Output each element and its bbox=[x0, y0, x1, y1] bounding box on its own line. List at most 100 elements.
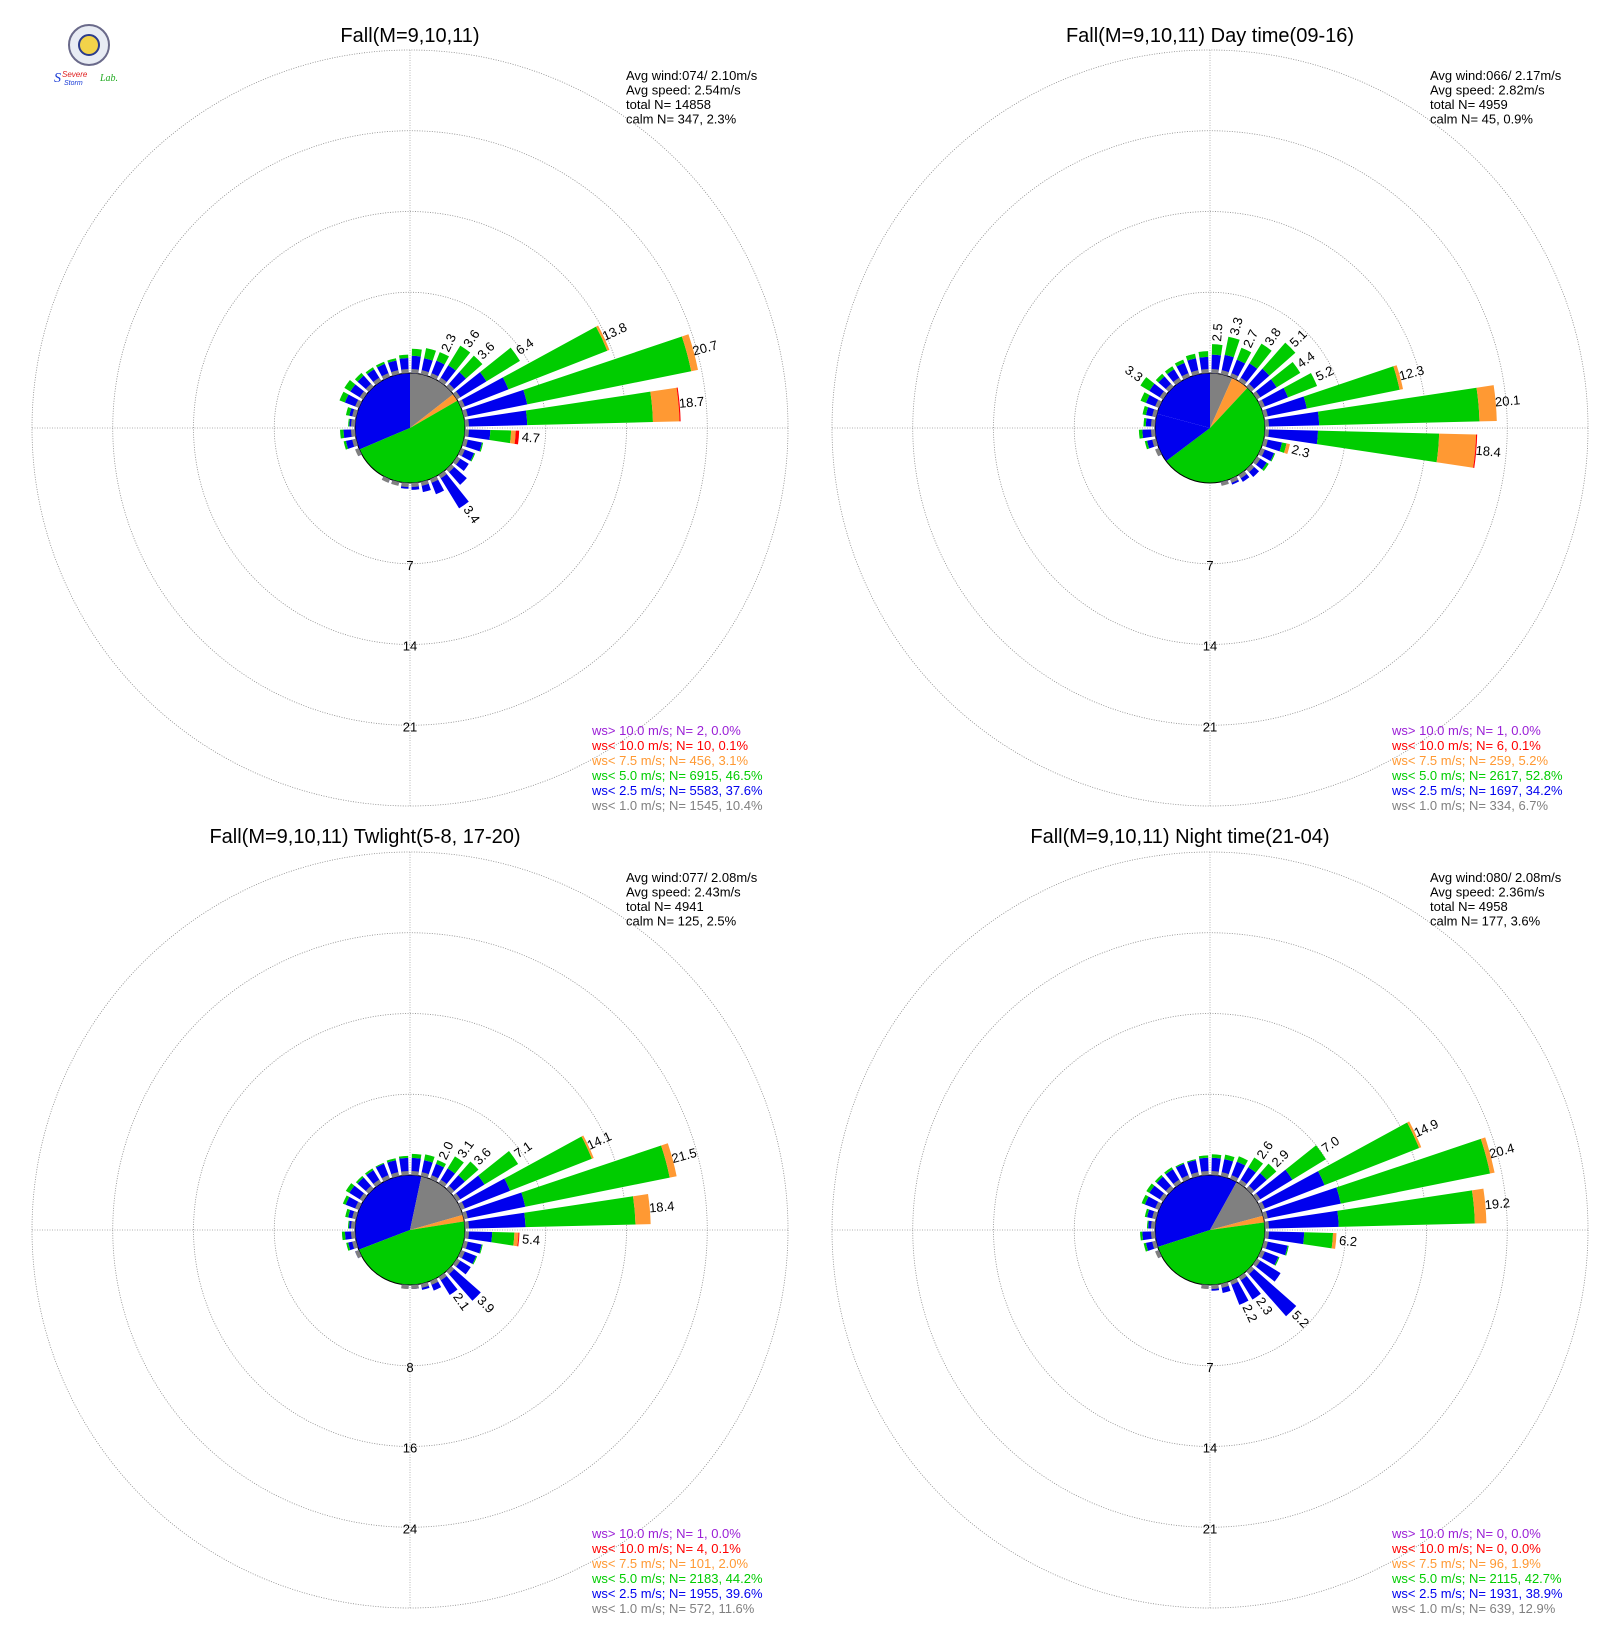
bar-base bbox=[430, 1278, 439, 1285]
bar-segment bbox=[343, 440, 349, 450]
bar-base bbox=[1151, 1231, 1156, 1239]
bar-base bbox=[1264, 1221, 1269, 1229]
legend-entry: ws< 2.5 m/s; N= 1955, 39.6% bbox=[591, 1586, 763, 1601]
bar-value-label: 5.2 bbox=[1289, 1307, 1312, 1330]
stats-line: calm N= 45, 0.9% bbox=[1430, 112, 1533, 127]
calm-pie-slice bbox=[410, 394, 458, 428]
bar-segment bbox=[581, 1135, 594, 1159]
legend-entry: ws< 10.0 m/s; N= 10, 0.1% bbox=[591, 738, 749, 753]
lab-wordmark: S Severe Storm Lab. bbox=[54, 70, 118, 87]
bar-segment bbox=[411, 348, 422, 357]
bar-base bbox=[411, 1284, 419, 1289]
bar-segment bbox=[525, 391, 653, 426]
bar-value-label: 2.5 bbox=[1209, 323, 1226, 342]
direction-bar bbox=[1155, 1250, 1162, 1259]
bar-base bbox=[1151, 1221, 1156, 1229]
stats-line: Avg speed: 2.36m/s bbox=[1430, 885, 1545, 900]
bar-value-label: 2.3 bbox=[1290, 442, 1311, 461]
calm-pie-slice bbox=[1156, 373, 1210, 428]
bar-base bbox=[1181, 373, 1190, 380]
bar-segment bbox=[479, 1244, 483, 1254]
bar-segment bbox=[1264, 1210, 1339, 1229]
bar-segment bbox=[517, 1232, 520, 1247]
panel-title: Fall(M=9,10,11) Night time(21-04) bbox=[1030, 826, 1329, 848]
range-ring-2 bbox=[193, 1013, 627, 1447]
direction-bar bbox=[386, 1158, 400, 1178]
bar-base bbox=[420, 370, 429, 376]
bar-base bbox=[462, 1211, 468, 1220]
stats-line: total N= 14858 bbox=[626, 97, 711, 112]
direction-bar bbox=[1140, 392, 1162, 408]
direction-bar: 3.3 bbox=[1220, 316, 1246, 376]
bar-segment bbox=[523, 336, 692, 405]
bar-segment bbox=[1285, 1245, 1289, 1256]
bar-base bbox=[391, 370, 400, 376]
direction-bar bbox=[458, 1250, 478, 1265]
bar-value-label: 20.7 bbox=[691, 337, 719, 358]
bar-segment bbox=[340, 429, 345, 439]
bar-segment bbox=[1144, 1208, 1150, 1218]
bar-value-label: 20.1 bbox=[1494, 392, 1521, 409]
bar-base bbox=[1252, 1193, 1261, 1202]
direction-bar bbox=[1144, 1208, 1158, 1220]
direction-bar: 5.2 bbox=[1246, 1266, 1312, 1331]
direction-bar: 2.5 bbox=[1209, 323, 1226, 374]
bar-base bbox=[1258, 1250, 1265, 1259]
direction-bar bbox=[348, 418, 356, 427]
bar-segment bbox=[459, 355, 483, 379]
bar-value-label: 2.0 bbox=[435, 1139, 456, 1162]
direction-bar bbox=[1258, 448, 1276, 462]
stats-line: calm N= 125, 2.5% bbox=[626, 914, 737, 929]
bar-segment bbox=[1185, 353, 1196, 361]
bar-base bbox=[1151, 419, 1156, 427]
direction-bar: 4.7 bbox=[464, 429, 541, 446]
bar-segment bbox=[1407, 1121, 1422, 1149]
calm-pie-slice bbox=[410, 1176, 463, 1230]
bar-segment bbox=[1236, 347, 1252, 364]
bar-base bbox=[1262, 1211, 1268, 1220]
bar-base bbox=[446, 1185, 455, 1194]
direction-bar bbox=[420, 480, 431, 493]
bar-segment bbox=[514, 430, 520, 445]
ring-label: 7 bbox=[406, 558, 413, 573]
direction-bar bbox=[1143, 1240, 1158, 1252]
bar-segment bbox=[1154, 1174, 1163, 1183]
bar-base bbox=[359, 1193, 368, 1202]
bar-segment bbox=[436, 352, 450, 365]
direction-bar bbox=[452, 1258, 471, 1275]
bar-segment bbox=[1264, 1231, 1305, 1245]
bar-base bbox=[420, 1282, 429, 1288]
bar-base bbox=[462, 409, 468, 418]
bar-segment bbox=[1246, 1266, 1297, 1317]
calm-pie-outline bbox=[1154, 372, 1266, 484]
legend-entry: ws< 5.0 m/s; N= 2617, 52.8% bbox=[1391, 768, 1563, 783]
bar-segment bbox=[1141, 1194, 1149, 1205]
bar-segment bbox=[1258, 387, 1289, 408]
bar-value-label: 18.7 bbox=[678, 394, 705, 411]
direction-bar bbox=[364, 1168, 382, 1188]
bar-value-label: 4.7 bbox=[521, 429, 540, 446]
bar-segment bbox=[399, 354, 409, 359]
bar-segment bbox=[458, 1178, 511, 1210]
bar-segment bbox=[1264, 411, 1320, 427]
bar-segment bbox=[411, 1153, 422, 1159]
legend-entry: ws< 1.0 m/s; N= 334, 6.7% bbox=[1391, 798, 1549, 813]
bar-segment bbox=[347, 1220, 350, 1229]
bar-base bbox=[464, 419, 469, 427]
bar-base bbox=[1181, 1175, 1190, 1182]
bar-base bbox=[1246, 1266, 1255, 1275]
calm-pie-slice bbox=[359, 400, 465, 483]
bar-segment bbox=[1283, 372, 1318, 398]
bar-base bbox=[1258, 1201, 1265, 1210]
bar-segment bbox=[524, 1196, 636, 1228]
bar-base bbox=[1230, 373, 1239, 380]
bar-base bbox=[446, 383, 455, 392]
bar-base bbox=[464, 1221, 469, 1229]
bar-segment bbox=[1337, 1190, 1475, 1227]
bar-base bbox=[1246, 383, 1255, 392]
direction-bar bbox=[411, 1284, 419, 1290]
bar-base bbox=[401, 369, 409, 374]
bar-base bbox=[351, 1221, 356, 1229]
